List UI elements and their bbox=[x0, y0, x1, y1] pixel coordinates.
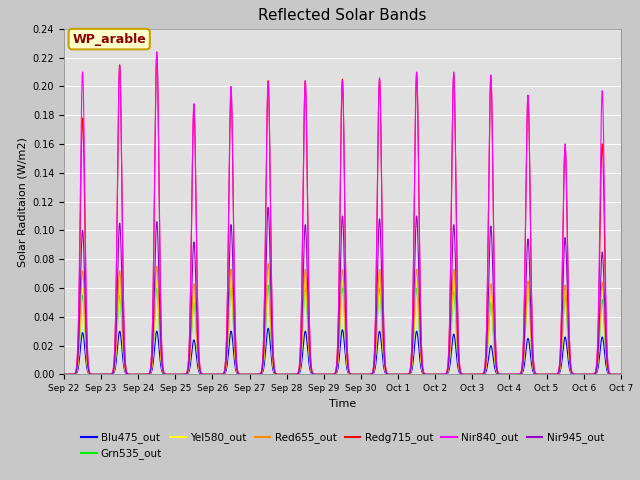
Red655_out bbox=[322, 372, 330, 377]
Line: Red655_out: Red655_out bbox=[64, 264, 621, 374]
Nir945_out bbox=[322, 372, 330, 377]
Red655_out bbox=[160, 371, 168, 377]
Grn535_out bbox=[467, 372, 475, 377]
Nir945_out bbox=[436, 372, 444, 377]
Yel580_out bbox=[322, 372, 330, 377]
Redg715_out bbox=[467, 372, 475, 377]
Nir945_out bbox=[467, 372, 475, 377]
Blu475_out bbox=[264, 325, 272, 331]
Red655_out bbox=[467, 372, 475, 377]
Blu475_out bbox=[617, 372, 625, 377]
Nir840_out bbox=[467, 372, 475, 377]
Line: Redg715_out: Redg715_out bbox=[64, 55, 621, 374]
Grn535_out bbox=[499, 372, 507, 377]
Nir945_out bbox=[499, 372, 507, 377]
Grn535_out bbox=[436, 372, 444, 377]
Line: Yel580_out: Yel580_out bbox=[64, 271, 621, 374]
Blu475_out bbox=[160, 372, 168, 377]
Blu475_out bbox=[436, 372, 444, 377]
Red655_out bbox=[264, 261, 272, 266]
Nir945_out bbox=[617, 372, 625, 377]
Yel580_out bbox=[467, 372, 475, 377]
X-axis label: Time: Time bbox=[329, 399, 356, 408]
Line: Nir945_out: Nir945_out bbox=[64, 207, 621, 374]
Nir840_out bbox=[436, 372, 444, 377]
Grn535_out bbox=[616, 372, 624, 377]
Nir840_out bbox=[60, 372, 68, 377]
Redg715_out bbox=[322, 372, 330, 377]
Nir840_out bbox=[322, 372, 330, 377]
Blu475_out bbox=[616, 372, 624, 377]
Grn535_out bbox=[60, 372, 68, 377]
Yel580_out bbox=[436, 372, 444, 377]
Red655_out bbox=[499, 372, 507, 377]
Nir840_out bbox=[617, 372, 625, 377]
Line: Grn535_out: Grn535_out bbox=[64, 285, 621, 374]
Redg715_out bbox=[616, 372, 624, 377]
Redg715_out bbox=[499, 372, 507, 377]
Nir840_out bbox=[616, 372, 624, 377]
Yel580_out bbox=[616, 372, 624, 377]
Blu475_out bbox=[60, 372, 68, 377]
Text: WP_arable: WP_arable bbox=[72, 33, 146, 46]
Yel580_out bbox=[264, 268, 272, 274]
Redg715_out bbox=[161, 370, 168, 376]
Red655_out bbox=[617, 372, 625, 377]
Legend: Blu475_out, Grn535_out, Yel580_out, Red655_out, Redg715_out, Nir840_out, Nir945_: Blu475_out, Grn535_out, Yel580_out, Red6… bbox=[77, 428, 608, 463]
Nir945_out bbox=[264, 204, 272, 210]
Nir945_out bbox=[160, 371, 168, 376]
Redg715_out bbox=[60, 372, 68, 377]
Red655_out bbox=[616, 372, 624, 377]
Grn535_out bbox=[322, 372, 330, 377]
Grn535_out bbox=[160, 371, 168, 377]
Grn535_out bbox=[617, 372, 625, 377]
Yel580_out bbox=[617, 372, 625, 377]
Redg715_out bbox=[436, 372, 444, 377]
Grn535_out bbox=[264, 282, 272, 288]
Nir840_out bbox=[499, 372, 507, 377]
Red655_out bbox=[436, 372, 444, 377]
Blu475_out bbox=[467, 372, 475, 377]
Line: Nir840_out: Nir840_out bbox=[64, 52, 621, 374]
Blu475_out bbox=[322, 372, 330, 377]
Nir945_out bbox=[60, 372, 68, 377]
Blu475_out bbox=[499, 372, 507, 377]
Yel580_out bbox=[499, 372, 507, 377]
Nir840_out bbox=[161, 370, 168, 376]
Yel580_out bbox=[160, 371, 168, 377]
Line: Blu475_out: Blu475_out bbox=[64, 328, 621, 374]
Redg715_out bbox=[153, 52, 161, 58]
Yel580_out bbox=[60, 372, 68, 377]
Title: Reflected Solar Bands: Reflected Solar Bands bbox=[258, 9, 427, 24]
Nir945_out bbox=[616, 372, 624, 377]
Y-axis label: Solar Raditaion (W/m2): Solar Raditaion (W/m2) bbox=[17, 137, 27, 266]
Red655_out bbox=[60, 372, 68, 377]
Nir840_out bbox=[153, 49, 161, 55]
Redg715_out bbox=[617, 372, 625, 377]
